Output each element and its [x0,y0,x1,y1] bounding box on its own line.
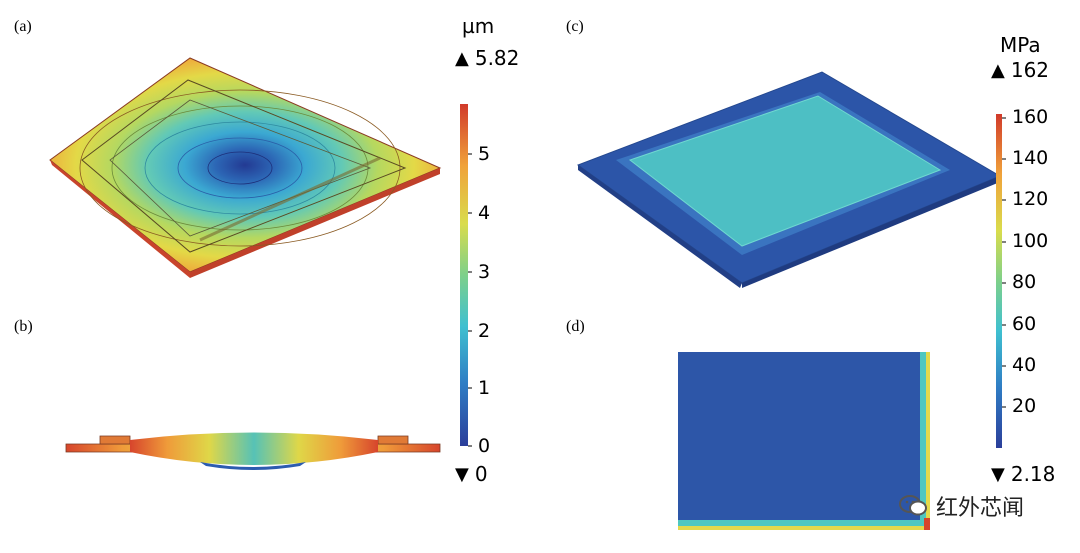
colorbar-stress-min-value: 2.18 [1010,462,1056,486]
colorbar-displacement-tick: 0 [478,435,491,457]
colorbar-stress-max-value: 162 [1010,58,1050,82]
colorbar-displacement-min-value: 0 [474,462,488,486]
colorbar-stress-tick: 40 [1012,354,1037,376]
panel-label-d: (d) [566,318,585,335]
colorbar-displacement-max-value: 5.82 [474,46,520,70]
plate-stress-top [678,352,930,530]
colorbar-displacement-tick: 2 [478,320,491,342]
colorbar-displacement-max: ▲ 5.82 [455,46,519,70]
panel-label-b: (b) [14,318,33,335]
colorbar-stress-max: ▲ 162 [991,58,1049,82]
triangle-down-icon: ▼ [455,463,469,485]
colorbar-stress-tick: 80 [1012,271,1037,293]
colorbar-displacement-tick: 5 [478,143,491,165]
colorbar-stress-tick: 160 [1012,106,1049,128]
plate-displacement-3d [49,57,442,278]
triangle-up-icon: ▲ [455,47,469,69]
wechat-icon [898,493,928,519]
colorbar-displacement-tick: 1 [478,377,491,399]
colorbar-stress-unit: MPa [1000,33,1041,57]
colorbar-stress-tick: 140 [1012,147,1049,169]
watermark-text: 红外芯闻 [936,496,1025,521]
colorbar-displacement-tick: 3 [478,261,491,283]
panel-label-a: (a) [14,18,32,35]
colorbar-stress [996,114,1002,448]
colorbar-displacement-unit: µm [462,14,495,38]
colorbar-stress-min: ▼ 2.18 [991,462,1055,486]
watermark: 红外芯闻 [898,490,1024,522]
colorbar-stress-tick: 100 [1012,230,1049,252]
colorbar-displacement-tick: 4 [478,202,491,224]
panel-label-c: (c) [566,18,584,35]
colorbar-displacement [460,104,468,446]
triangle-up-icon: ▲ [991,59,1005,81]
colorbar-stress-tick: 120 [1012,188,1049,210]
colorbar-stress-tick: 20 [1012,395,1037,417]
colorbar-stress-tick: 60 [1012,313,1037,335]
triangle-down-icon: ▼ [991,463,1005,485]
colorbar-displacement-min: ▼ 0 [455,462,488,486]
plate-displacement-side [65,432,441,470]
plate-stress-3d [576,71,1002,288]
